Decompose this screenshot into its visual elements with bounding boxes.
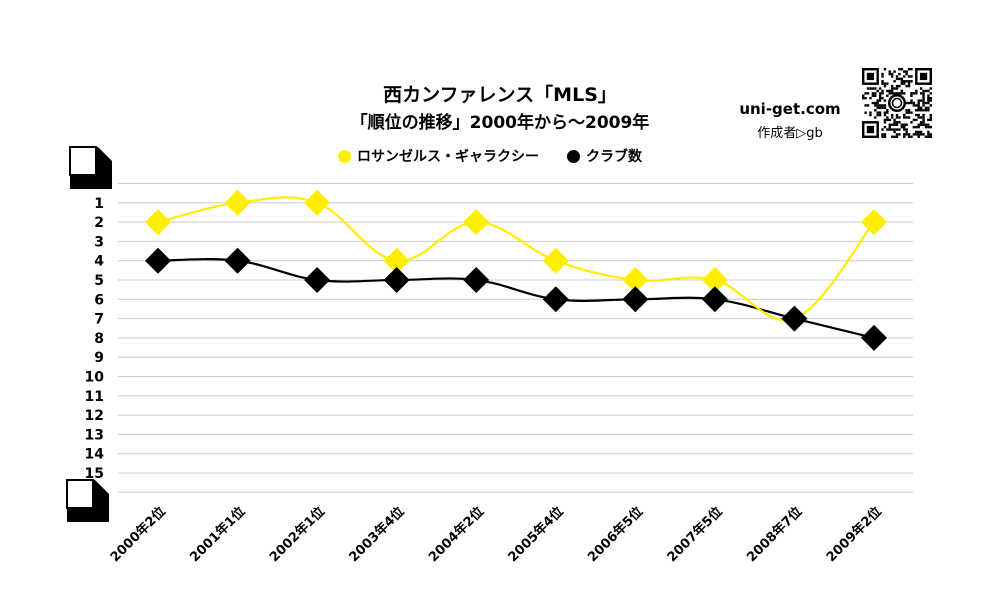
- site-name[interactable]: uni-get.com: [739, 100, 841, 118]
- data-point-clubs: [463, 267, 490, 293]
- series-line-galaxy: [157, 196, 875, 322]
- x-tick-label: 2004年2位: [425, 504, 487, 566]
- x-tick-label: 2008年7位: [744, 504, 806, 566]
- series-line-clubs: [157, 258, 875, 339]
- legend-label-galaxy: ロサンゼルス・ギャラクシー: [357, 149, 539, 165]
- data-point-clubs: [383, 267, 410, 293]
- data-point-clubs: [622, 286, 649, 313]
- y-tick-label: 10: [85, 370, 105, 386]
- y-tick-label: 1: [94, 196, 104, 212]
- x-tick-label: 2005年4位: [505, 504, 567, 566]
- author-credit: 作成者▷gb: [757, 126, 823, 141]
- x-tick-label: 2001年1位: [187, 504, 249, 566]
- y-tick-label: 6: [94, 292, 104, 308]
- legend: ロサンゼルス・ギャラクシー クラブ数: [338, 146, 642, 166]
- y-tick-label: 3: [94, 234, 104, 250]
- data-point-galaxy: [304, 189, 331, 216]
- data-point-galaxy: [701, 267, 728, 293]
- data-point-clubs: [304, 267, 331, 293]
- x-tick-label: 2003年4位: [346, 504, 408, 566]
- x-tick-label: 2007年5位: [664, 504, 726, 566]
- y-tick-label: 11: [85, 389, 104, 405]
- data-point-galaxy: [145, 209, 171, 236]
- data-point-clubs: [224, 247, 251, 274]
- legend-label-clubs: クラブ数: [586, 149, 642, 165]
- data-point-clubs: [542, 286, 569, 313]
- legend-marker-clubs: [567, 149, 580, 163]
- data-point-galaxy: [622, 267, 649, 293]
- data-point-galaxy: [224, 189, 251, 216]
- chart-subtitle: 「順位の推移」2000年から～2009年: [350, 113, 650, 133]
- x-tick-label: 2006年5位: [584, 504, 646, 566]
- data-point-clubs: [701, 286, 728, 313]
- legend-item-clubs: クラブ数: [567, 146, 642, 166]
- data-point-galaxy: [861, 209, 887, 236]
- page-corner-icon: [69, 146, 112, 189]
- x-tick-label: 2000年2位: [107, 504, 169, 566]
- y-tick-label: 7: [94, 312, 104, 328]
- data-point-galaxy: [542, 247, 569, 274]
- y-tick-label: 15: [85, 466, 104, 482]
- data-point-clubs: [861, 324, 887, 351]
- x-tick-label: 2009年2位: [823, 504, 885, 566]
- legend-marker-galaxy: [338, 149, 351, 163]
- x-tick-label: 2002年1位: [266, 504, 328, 566]
- y-tick-label: 14: [85, 447, 105, 463]
- data-point-galaxy: [463, 209, 490, 236]
- y-tick-label: 8: [94, 331, 104, 347]
- y-tick-label: 13: [85, 427, 104, 443]
- y-tick-label: 12: [85, 408, 104, 424]
- y-tick-label: 4: [94, 254, 104, 270]
- legend-item-galaxy: ロサンゼルス・ギャラクシー: [338, 146, 539, 166]
- data-point-clubs: [145, 247, 171, 274]
- y-tick-label: 9: [94, 350, 104, 366]
- page-corner-icon: [66, 479, 109, 522]
- data-point-galaxy: [383, 247, 410, 274]
- chart-title: 西カンファレンス「MLS」: [383, 84, 617, 106]
- qr-code-icon: [862, 68, 932, 138]
- y-tick-label: 2: [94, 215, 104, 231]
- data-point-clubs: [781, 305, 808, 332]
- y-tick-label: 5: [94, 273, 104, 289]
